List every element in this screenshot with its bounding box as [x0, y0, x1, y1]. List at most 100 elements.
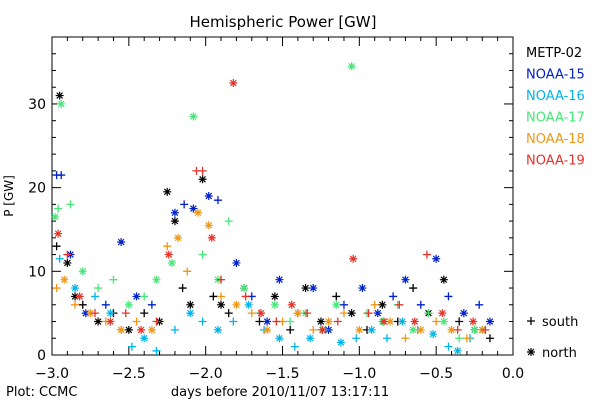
north-point [71, 292, 80, 301]
series-noaa-17 [51, 62, 479, 343]
south-point [303, 309, 312, 318]
north-point [347, 309, 356, 318]
north-point [60, 275, 69, 284]
north-point [229, 79, 238, 88]
north-point [213, 325, 222, 334]
north-point [86, 309, 95, 318]
north-point [358, 284, 367, 293]
x-tick-label: −2.0 [189, 366, 223, 382]
series-noaa-18 [52, 208, 487, 343]
south-point [444, 292, 453, 301]
x-tick-label: −3.0 [35, 366, 69, 382]
north-point [318, 325, 327, 334]
south-point [152, 317, 161, 326]
north-point [163, 187, 172, 196]
north-point [71, 284, 80, 293]
north-point [198, 175, 207, 184]
south-point [127, 342, 136, 351]
legend: METP-02 NOAA-15 NOAA-16 NOAA-17 NOAA-18 NOAA-… [526, 46, 585, 169]
north-point [137, 325, 146, 334]
south-point [527, 317, 535, 325]
south-point [183, 267, 192, 276]
south-point [370, 300, 379, 309]
south-point [198, 317, 207, 326]
north-point [106, 317, 115, 326]
south-point [213, 196, 222, 205]
north-point [78, 267, 87, 276]
north-point [207, 233, 216, 242]
y-tick-label: 30 [28, 97, 46, 113]
north-point [63, 258, 72, 267]
north-point [204, 221, 213, 230]
x-tick-label: −1.5 [266, 366, 300, 382]
marker-legend: south north [527, 315, 578, 361]
south-point [209, 292, 218, 301]
south-point [63, 250, 72, 259]
south-point [424, 309, 433, 318]
north-point [232, 258, 241, 267]
plot-credit: Plot: CCMC [6, 385, 77, 400]
y-tick-label: 10 [28, 264, 46, 280]
north-point [416, 325, 425, 334]
north-point [193, 208, 202, 217]
south-point [339, 300, 348, 309]
north-point [170, 208, 179, 217]
north-point [336, 338, 345, 347]
north-point [170, 217, 179, 226]
north-point [429, 330, 438, 339]
south-point [475, 300, 484, 309]
north-point [186, 309, 195, 318]
north-point [270, 292, 279, 301]
south-point [140, 292, 149, 301]
south-point [432, 317, 441, 326]
legend-item: NOAA-17 [526, 111, 585, 126]
north-point [453, 346, 462, 355]
north-point [81, 309, 90, 318]
y-axis: 0 10 20 30 [28, 53, 513, 364]
south-point [71, 300, 80, 309]
north-point [244, 300, 253, 309]
north-point [189, 112, 198, 121]
south-point [109, 275, 118, 284]
north-point [270, 300, 279, 309]
north-point [439, 317, 448, 326]
south-point [395, 300, 404, 309]
chart-title: Hemispheric Power [GW] [190, 13, 377, 31]
south-point [422, 250, 431, 259]
y-tick-label: 20 [28, 181, 46, 197]
north-point [347, 62, 356, 71]
south-point [91, 309, 100, 318]
south-point [217, 275, 226, 284]
north-point [186, 300, 195, 309]
north-point [174, 233, 183, 242]
x-tick-label: −0.5 [419, 366, 453, 382]
series-noaa-19 [54, 79, 490, 334]
south-point [247, 309, 256, 318]
north-point [469, 317, 478, 326]
south-point [382, 334, 391, 343]
north-point [378, 300, 387, 309]
x-tick-label: −2.5 [112, 366, 146, 382]
south-point [339, 309, 348, 318]
south-point [455, 317, 464, 326]
north-point [275, 334, 284, 343]
north-point [263, 317, 272, 326]
north-point [117, 238, 126, 247]
north-point [439, 275, 448, 284]
north-point [309, 284, 318, 293]
south-point [286, 325, 295, 334]
legend-item: NOAA-15 [526, 68, 585, 83]
north-point [432, 254, 441, 263]
north-point [57, 99, 66, 108]
south-point [52, 284, 61, 293]
north-point [140, 334, 149, 343]
north-point [367, 325, 376, 334]
north-point [117, 325, 126, 334]
x-axis-label: days before 2010/11/07 13:17:11 [171, 385, 389, 400]
south-point [485, 334, 494, 343]
south-point [54, 204, 63, 213]
north-point [124, 325, 133, 334]
north-point [263, 325, 272, 334]
north-point [293, 309, 302, 318]
